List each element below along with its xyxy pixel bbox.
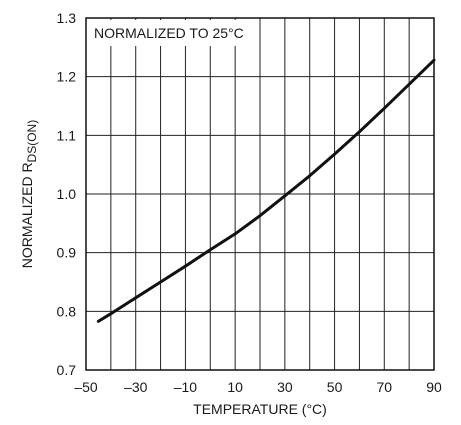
- y-tick-label: 0.8: [57, 303, 77, 319]
- marks: [96, 58, 436, 323]
- plot-frame: [85, 17, 435, 371]
- y-tick-label: 0.9: [57, 245, 77, 261]
- y-axis-title-main: NORMALIZED R: [19, 162, 35, 268]
- x-tick-label: –30: [124, 379, 148, 395]
- x-tick-label: 10: [227, 379, 243, 395]
- annotation-text: NORMALIZED TO 25°C: [94, 25, 244, 41]
- y-tick-label: 1.0: [57, 186, 77, 202]
- annotation-box: NORMALIZED TO 25°C: [88, 20, 252, 46]
- x-tick-label: 70: [376, 379, 392, 395]
- annotation-background: [88, 20, 252, 46]
- x-tick-label: –50: [74, 379, 98, 395]
- y-tick-label: 1.3: [57, 10, 77, 26]
- y-axis-title: NORMALIZED RDS(ON): [19, 120, 39, 268]
- x-tick-label: 30: [277, 379, 293, 395]
- y-tick-label: 1.1: [57, 127, 77, 143]
- series-line: [96, 58, 436, 323]
- ticks: –50 –30 –10 10 30 50 70 90 0.7 0.8 0.9 1.0 1.1 1.2 1.3: [57, 10, 442, 395]
- x-tick-label: –10: [174, 379, 198, 395]
- y-tick-label: 0.7: [57, 362, 77, 378]
- x-axis-title: TEMPERATURE (°C): [193, 401, 327, 417]
- grid: [86, 18, 434, 370]
- y-axis-title-subscript: DS(ON): [25, 120, 39, 163]
- y-tick-label: 1.2: [57, 69, 77, 85]
- x-tick-label: 90: [426, 379, 442, 395]
- x-tick-label: 50: [327, 379, 343, 395]
